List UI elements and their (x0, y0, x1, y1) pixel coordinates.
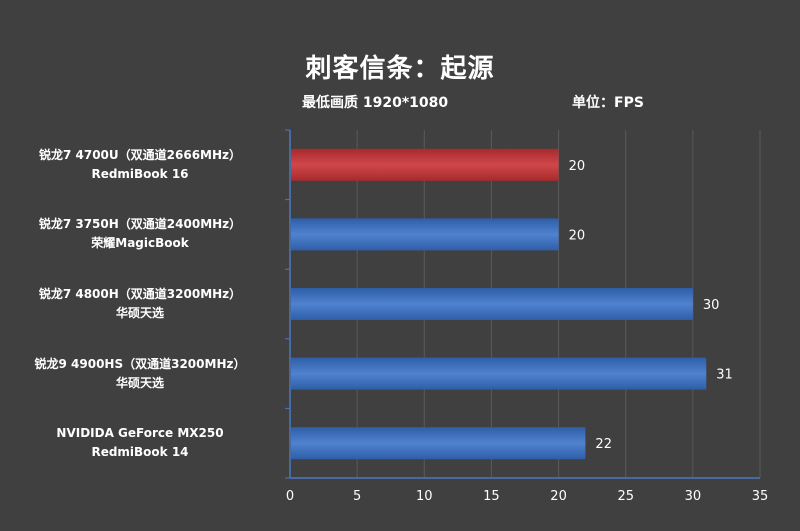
bar (291, 357, 707, 390)
bar (291, 427, 586, 460)
value-label: 31 (716, 368, 733, 383)
value-label: 20 (569, 228, 586, 243)
x-tick-label: 5 (353, 489, 361, 504)
category-label-line1: 锐龙7 4800H（双通道3200MHz） (38, 287, 242, 301)
bars (291, 148, 707, 460)
x-tick-label: 30 (685, 489, 702, 504)
category-label-line1: 锐龙7 3750H（双通道2400MHz） (38, 217, 242, 232)
category-label: 锐龙7 3750H（双通道2400MHz） 荣耀MagicBook (0, 215, 280, 253)
category-label: NVIDIDA GeForce MX250 RedmiBook 14 (0, 424, 280, 462)
x-tick-labels: 0 5 10 15 20 25 30 35 (286, 489, 768, 504)
category-label: 锐龙7 4700U（双通道2666MHz） RedmiBook 16 (0, 146, 280, 184)
x-tick-label: 15 (483, 489, 500, 504)
x-tick-label: 25 (617, 489, 634, 504)
chart-subtitle: 最低画质 1920*1080 (302, 95, 449, 111)
category-label-line1: 锐龙7 4700U（双通道2666MHz） (38, 147, 242, 162)
bar (291, 148, 559, 181)
bar (291, 288, 693, 320)
axes (285, 129, 760, 479)
category-label-line2: RedmiBook 16 (91, 166, 189, 181)
value-labels: 20 20 30 31 22 (569, 159, 733, 452)
x-tick-label: 0 (286, 489, 294, 504)
value-label: 30 (703, 298, 720, 313)
category-label-line1: NVIDIDA GeForce MX250 (56, 426, 224, 441)
category-label: 锐龙7 4800H（双通道3200MHz） 华硕天选 (0, 285, 280, 323)
category-label: 锐龙9 4900HS（双通道3200MHz） 华硕天选 (0, 355, 280, 393)
bar (291, 218, 559, 251)
x-tick-label: 20 (550, 489, 567, 504)
unit-label: 单位：FPS (572, 95, 644, 111)
chart-title: 刺客信条：起源 (305, 54, 495, 84)
x-tick-label: 35 (752, 489, 769, 504)
category-label-line2: 华硕天选 (115, 306, 164, 320)
category-label-line2: 华硕天选 (115, 375, 164, 390)
value-label: 20 (569, 159, 586, 174)
category-label-line2: 荣耀MagicBook (91, 236, 189, 251)
value-label: 22 (595, 437, 612, 452)
category-label-line2: RedmiBook 14 (91, 445, 189, 460)
x-tick-label: 10 (416, 489, 433, 504)
category-label-line1: 锐龙9 4900HS（双通道3200MHz） (34, 356, 246, 371)
